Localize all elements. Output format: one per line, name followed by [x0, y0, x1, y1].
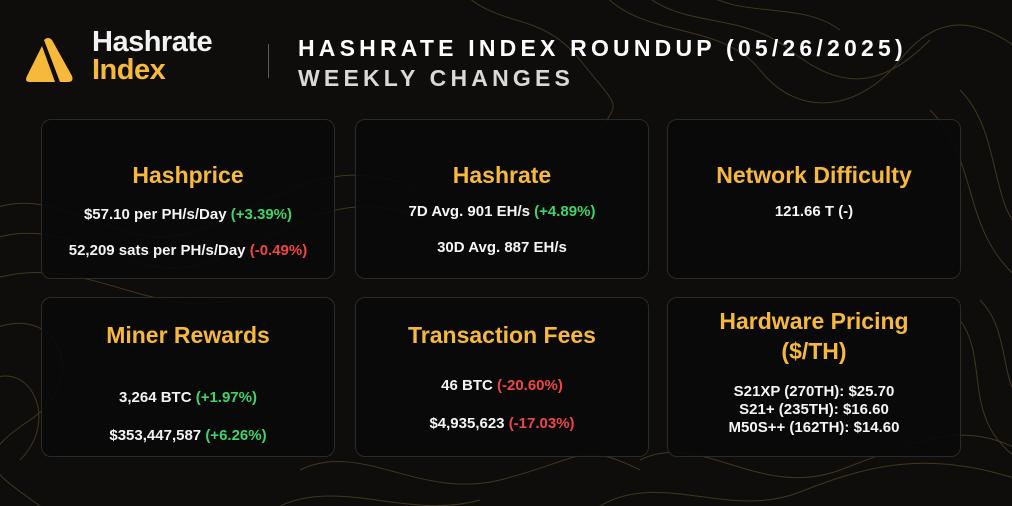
card-network-difficulty: Network Difficulty 121.66 T (-): [667, 119, 961, 279]
hashrate-30d: 30D Avg. 887 EH/s: [356, 239, 648, 257]
hashrate-index-logo-icon: [26, 38, 73, 82]
miner-rewards-btc-change: (+1.97%): [195, 389, 257, 406]
brand-wordmark: Hashrate Index: [92, 26, 213, 86]
brand-line2: Index: [92, 54, 166, 86]
hardware-row: S21XP (270TH): $25.70: [733, 383, 895, 400]
page-title: HASHRATE INDEX ROUNDUP (05/26/2025) WEEK…: [298, 33, 907, 93]
miner-rewards-btc: 3,264 BTC (+1.97%): [42, 389, 334, 407]
tx-fees-btc-change: (-20.60%): [497, 377, 563, 394]
miner-rewards-btc-value: 3,264 BTC: [119, 389, 196, 406]
tx-fees-usd-value: $4,935,623: [429, 415, 509, 432]
card-hardware-pricing: Hardware Pricing ($/TH) S21XP (270TH): $…: [667, 297, 961, 457]
card-title-miner-rewards: Miner Rewards: [106, 322, 270, 348]
card-hashrate: Hashrate 7D Avg. 901 EH/s (+4.89%) 30D A…: [355, 119, 649, 279]
hashrate-7d-change: (+4.89%): [534, 203, 596, 220]
hashrate-7d-value: 7D Avg. 901 EH/s: [408, 203, 535, 220]
difficulty-value: 121.66 T (-): [774, 203, 854, 220]
hashrate-30d-value: 30D Avg. 887 EH/s: [437, 239, 567, 256]
card-title-hashprice: Hashprice: [132, 162, 244, 188]
title-line1: HASHRATE INDEX ROUNDUP (05/26/2025): [298, 35, 907, 61]
tx-fees-usd-change: (-17.03%): [508, 415, 575, 432]
header: Hashrate Index HASHRATE INDEX ROUNDUP (0…: [0, 0, 1012, 100]
card-title-hardware-line1: Hardware Pricing: [719, 308, 909, 334]
brand-line1: Hashrate: [92, 26, 213, 58]
miner-rewards-usd-value: $353,447,587: [109, 427, 206, 444]
card-hashprice: Hashprice $57.10 per PH/s/Day (+3.39%) 5…: [41, 119, 335, 279]
card-title-tx-fees: Transaction Fees: [408, 322, 596, 348]
hashprice-sats-value: 52,209 sats per PH/s/Day: [68, 242, 250, 259]
header-divider: [268, 44, 269, 78]
card-title-hardware-line2: ($/TH): [781, 338, 847, 364]
card-title-difficulty: Network Difficulty: [716, 162, 912, 188]
card-miner-rewards: Miner Rewards 3,264 BTC (+1.97%) $353,44…: [41, 297, 335, 457]
tx-fees-btc: 46 BTC (-20.60%): [356, 377, 648, 395]
hashrate-7d: 7D Avg. 901 EH/s (+4.89%): [356, 203, 648, 221]
hardware-row: M50S++ (162TH): $14.60: [728, 419, 900, 436]
title-line2: WEEKLY CHANGES: [298, 65, 575, 91]
hashprice-usd-value: $57.10 per PH/s/Day: [83, 206, 231, 223]
card-title-hashrate: Hashrate: [452, 162, 552, 188]
hashprice-sats: 52,209 sats per PH/s/Day (-0.49%): [42, 242, 334, 260]
tx-fees-btc-value: 46 BTC: [441, 377, 497, 394]
hashprice-usd-change: (+3.39%): [230, 206, 293, 223]
tx-fees-usd: $4,935,623 (-17.03%): [356, 415, 648, 433]
hashprice-usd: $57.10 per PH/s/Day (+3.39%): [42, 206, 334, 224]
card-transaction-fees: Transaction Fees 46 BTC (-20.60%) $4,935…: [355, 297, 649, 457]
hashprice-sats-change: (-0.49%): [249, 242, 308, 259]
miner-rewards-usd-change: (+6.26%): [205, 427, 267, 444]
hardware-row: S21+ (235TH): $16.60: [739, 401, 889, 418]
miner-rewards-usd: $353,447,587 (+6.26%): [42, 427, 334, 445]
